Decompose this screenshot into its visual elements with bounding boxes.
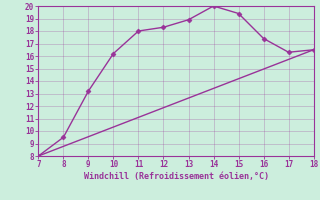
X-axis label: Windchill (Refroidissement éolien,°C): Windchill (Refroidissement éolien,°C) [84,172,268,181]
